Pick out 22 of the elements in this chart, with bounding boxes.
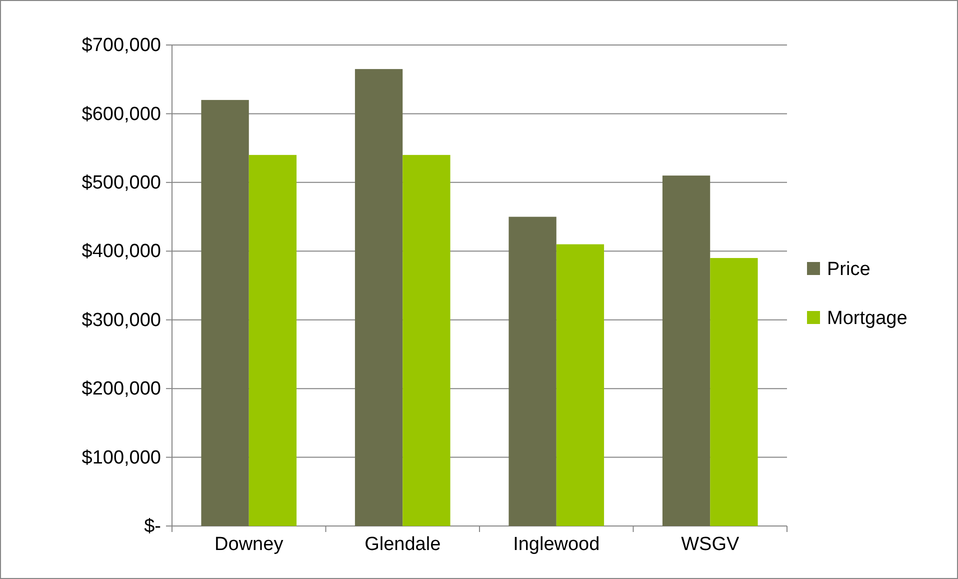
y-tick-label: $700,000 <box>82 35 161 56</box>
y-tick-label: $300,000 <box>82 310 161 331</box>
bar <box>402 154 450 526</box>
x-tick-label: WSGV <box>681 534 740 555</box>
y-tick-label: $400,000 <box>82 241 161 262</box>
y-tick-label: $200,000 <box>82 378 161 400</box>
x-tick-label: Downey <box>214 534 284 555</box>
bar <box>248 154 297 526</box>
bar <box>201 100 249 526</box>
legend-label: Mortgage <box>827 308 908 329</box>
y-tick-label: $- <box>144 516 161 538</box>
bar <box>710 258 758 526</box>
bar <box>508 216 556 526</box>
bar <box>556 244 604 526</box>
bar <box>662 176 710 526</box>
y-tick-label: $600,000 <box>82 104 161 125</box>
legend-label: Price <box>827 259 870 280</box>
y-tick-label: $500,000 <box>82 172 161 194</box>
x-tick-label: Inglewood <box>513 534 600 555</box>
y-tick-label: $100,000 <box>82 447 161 468</box>
bar <box>354 69 403 526</box>
x-tick-label: Glendale <box>364 534 441 555</box>
